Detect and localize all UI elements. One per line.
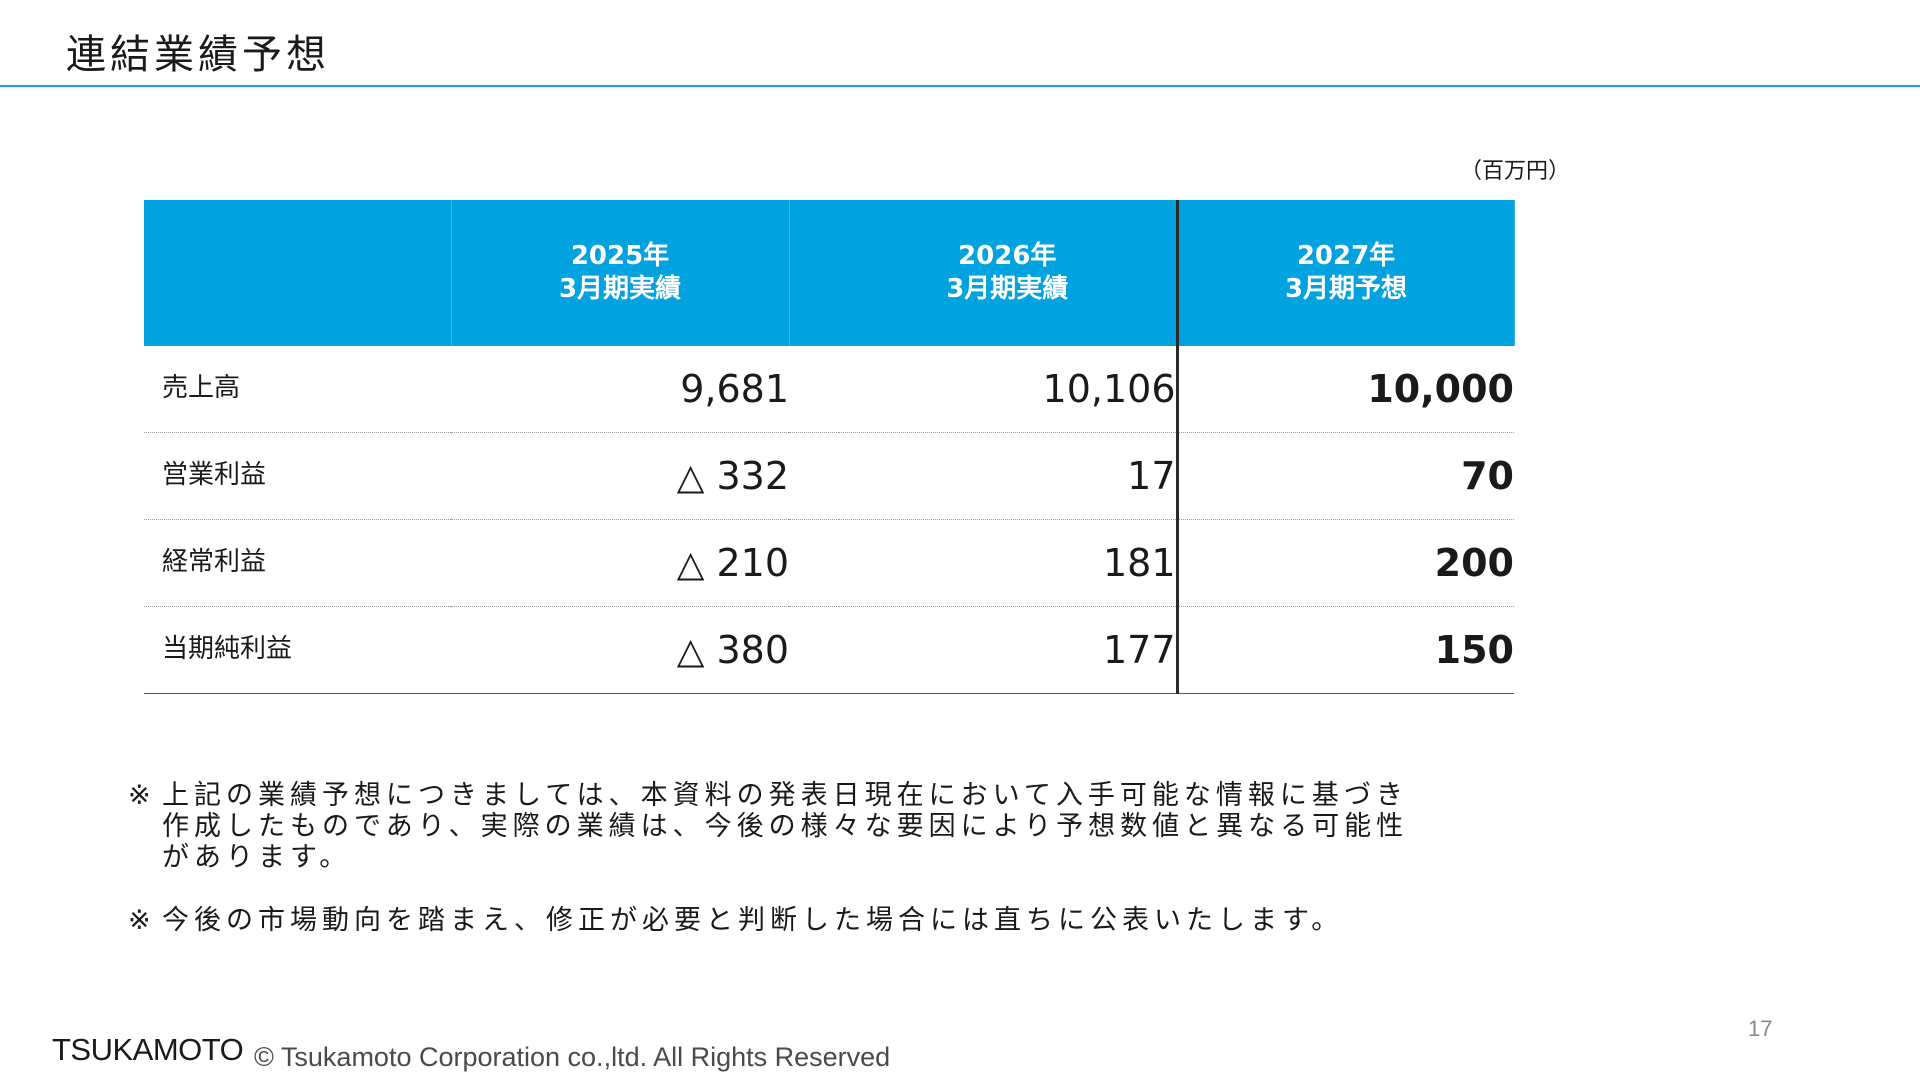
spacer-cell	[789, 432, 839, 520]
footnote-line: 作成したものであり、実際の業績は、今後の様々な要因により予想数値と異なる可能性	[162, 811, 1409, 842]
value-fy2026: 181	[839, 519, 1177, 607]
value-fy2027: 10,000	[1175, 346, 1514, 433]
value-fy2026: 10,106	[839, 346, 1177, 433]
value-fy2026: 17	[839, 432, 1177, 520]
table-header-row: 2025年 3月期実績 2026年 3月期実績 2027年 3月期予想	[144, 200, 1515, 346]
page-number: 17	[1748, 1016, 1773, 1041]
cell-fy2025: △ 210	[451, 519, 789, 607]
header-fy2025: 2025年 3月期実績	[451, 200, 790, 346]
footnote-mark: ※	[128, 905, 156, 936]
table-row: 売上高 9,681 10,106 10,000	[144, 342, 1514, 433]
header-fy2027-label: 3月期予想	[1284, 274, 1408, 304]
unit-label: （百万円）	[1460, 159, 1571, 184]
row-label: 売上高	[144, 342, 451, 429]
header-fy2026-label: 3月期実績	[946, 274, 1069, 304]
footnote-line: 今後の市場動向を踏まえ、修正が必要と判断した場合には直ちに公表いたします。	[162, 905, 1344, 936]
value-fy2027: 70	[1175, 432, 1514, 520]
title-divider	[0, 85, 1920, 87]
cell-fy2025: 9,681	[451, 346, 789, 433]
footnote-line: 上記の業績予想につきましては、本資料の発表日現在において入手可能な情報に基づき	[162, 780, 1408, 811]
header-fy2025-year: 2025年	[570, 241, 670, 271]
footnote-mark: ※	[128, 780, 156, 811]
header-fy2026-year: 2026年	[958, 241, 1057, 271]
table-row: 当期純利益 △ 380 177 150	[144, 602, 1514, 694]
header-fy2027: 2027年 3月期予想	[1175, 200, 1515, 346]
spacer-cell	[789, 346, 839, 433]
footnote-text: 上記の業績予想につきましては、本資料の発表日現在において入手可能な情報に基づき作…	[162, 780, 1408, 873]
value-fy2025: 380	[716, 628, 789, 672]
footnotes: ※ 上記の業績予想につきましては、本資料の発表日現在において入手可能な情報に基づき…	[128, 780, 1528, 968]
table-row: 営業利益 △ 332 17 70	[144, 428, 1514, 520]
row-label: 当期純利益	[144, 602, 451, 690]
value-fy2027: 200	[1175, 519, 1514, 607]
table-body: 売上高 9,681 10,106 10,000 営業利益 △ 332 17 70 経常利益 △ 210…	[144, 342, 1514, 694]
row-label: 営業利益	[144, 428, 451, 516]
header-fy2026: 2026年 3月期実績	[839, 200, 1178, 346]
spacer-cell	[789, 519, 839, 607]
table-row: 経常利益 △ 210 181 200	[144, 515, 1514, 607]
value-fy2025: 332	[716, 454, 789, 498]
forecast-table: 2025年 3月期実績 2026年 3月期実績 2027年 3月期予想 売上高 9…	[144, 200, 1515, 694]
value-fy2025: 210	[716, 541, 789, 585]
value-fy2026: 177	[839, 606, 1177, 694]
value-fy2025: 9,681	[680, 367, 789, 411]
header-spacer	[789, 200, 839, 346]
page-title: 連結業績予想	[66, 32, 330, 78]
footnote: ※ 今後の市場動向を踏まえ、修正が必要と判断した場合には直ちに公表いたします。	[128, 905, 1528, 936]
value-fy2027: 150	[1175, 606, 1514, 694]
company-logo: TSUKAMOTO	[52, 1032, 244, 1067]
spacer-cell	[789, 606, 839, 694]
header-corner	[144, 200, 452, 346]
row-label: 経常利益	[144, 515, 451, 603]
footnote-text: 今後の市場動向を踏まえ、修正が必要と判断した場合には直ちに公表いたします。	[162, 905, 1343, 936]
negative-triangle-icon: △	[676, 631, 705, 672]
negative-triangle-icon: △	[676, 457, 705, 498]
copyright-text: © Tsukamoto Corporation co.,ltd. All Rig…	[254, 1042, 891, 1072]
cell-fy2025: △ 332	[451, 432, 789, 520]
footnote-line: があります。	[162, 842, 352, 873]
header-fy2027-year: 2027年	[1296, 241, 1396, 271]
header-fy2025-label: 3月期実績	[558, 274, 682, 304]
negative-triangle-icon: △	[676, 544, 705, 585]
footnote: ※ 上記の業績予想につきましては、本資料の発表日現在において入手可能な情報に基づき…	[128, 780, 1528, 873]
cell-fy2025: △ 380	[451, 606, 789, 694]
